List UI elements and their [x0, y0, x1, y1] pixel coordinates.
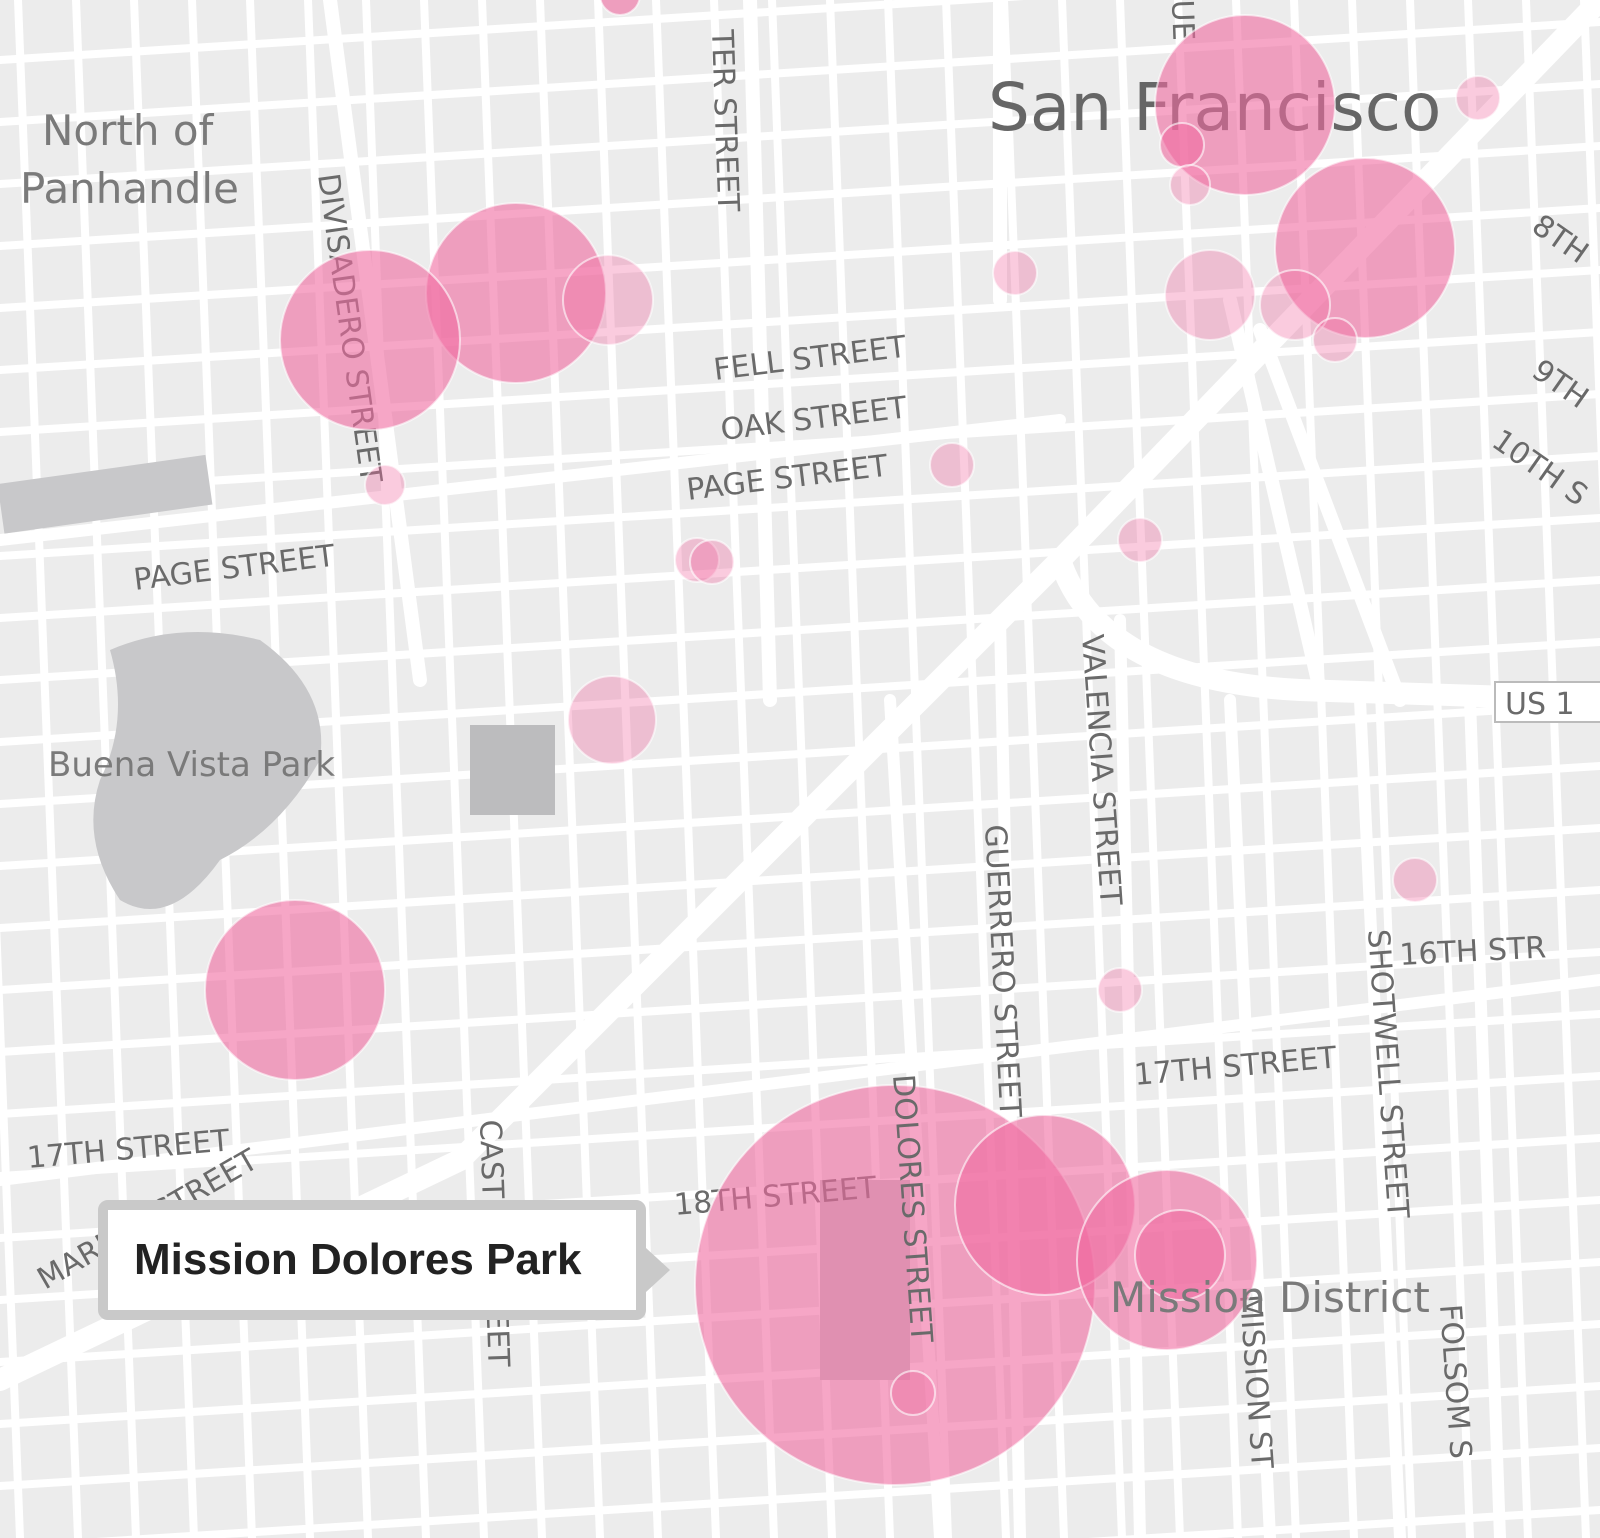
minor-street: [0, 142, 1600, 250]
bubble[interactable]: [992, 250, 1038, 296]
minor-street: [0, 18, 1600, 126]
bubble[interactable]: [1169, 164, 1211, 206]
park-panhandle: [0, 454, 213, 534]
building-block: [470, 725, 555, 815]
area-label-north-of-panhandle-1: North of: [42, 106, 215, 155]
bubble[interactable]: [1392, 857, 1438, 903]
street-label-9th: 9TH: [1525, 353, 1594, 416]
highway-shield: [1494, 681, 1600, 723]
minor-street: [0, 1010, 1600, 1118]
bubble[interactable]: [689, 539, 735, 585]
bubble[interactable]: [1097, 967, 1143, 1013]
minor-street: [1580, 0, 1600, 513]
area-label-mission-district: Mission District: [1110, 1273, 1430, 1322]
area-label-north-of-panhandle-2: Panhandle: [20, 164, 239, 213]
bubble[interactable]: [567, 675, 657, 765]
street-label-folsom: FOLSOM S: [1432, 1303, 1478, 1460]
bubble[interactable]: [1312, 317, 1358, 363]
bubble[interactable]: [1455, 75, 1501, 121]
tooltip-arrow-icon: [646, 1248, 670, 1292]
area-label-buena-vista: Buena Vista Park: [48, 745, 335, 785]
bubble[interactable]: [364, 464, 406, 506]
bubble[interactable]: [1117, 517, 1163, 563]
minor-street: [14, 0, 82, 1538]
street-label-webster: TER STREET: [704, 28, 745, 213]
minor-street: [0, 452, 1600, 560]
data-bubbles: [204, 0, 1501, 1486]
bubble[interactable]: [1159, 122, 1205, 168]
bubble[interactable]: [674, 537, 720, 583]
tooltip-label: Mission Dolores Park: [134, 1235, 582, 1284]
map-tooltip: Mission Dolores Park: [98, 1200, 670, 1320]
park-buena-vista: [93, 632, 322, 909]
bubble[interactable]: [1274, 157, 1456, 339]
bubble[interactable]: [1259, 269, 1331, 341]
minor-street: [0, 0, 1025, 64]
street-label-16th: 16TH STR: [1399, 930, 1547, 973]
minor-street: [1087, 1506, 1600, 1538]
bubble[interactable]: [1164, 249, 1256, 341]
minor-street: [0, 328, 1600, 436]
bubble[interactable]: [1134, 1209, 1226, 1301]
minor-street: [0, 922, 24, 1538]
bubble[interactable]: [929, 442, 975, 488]
bubble[interactable]: [890, 1370, 936, 1416]
minor-street: [95, 1444, 1600, 1538]
bubble[interactable]: [204, 899, 386, 1081]
bubble[interactable]: [599, 0, 641, 16]
highway-label: US 1: [1505, 687, 1575, 722]
bubble[interactable]: [562, 254, 654, 346]
bubble[interactable]: [279, 249, 461, 431]
